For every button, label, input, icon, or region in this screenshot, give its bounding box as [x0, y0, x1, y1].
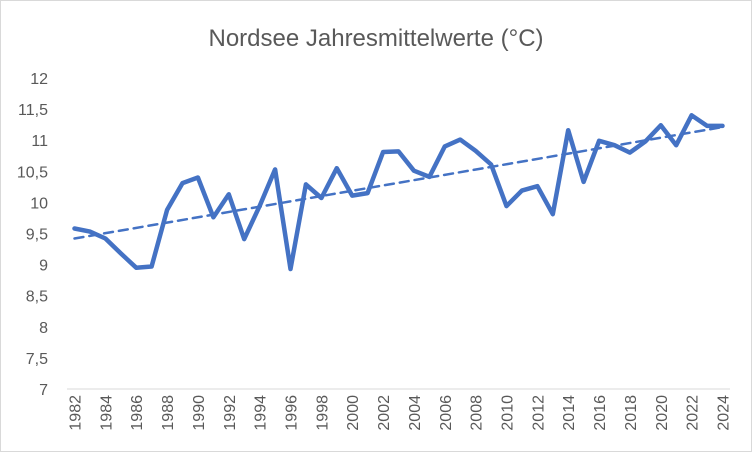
x-tick-label: 1986 — [129, 395, 146, 431]
x-tick-label: 1996 — [284, 395, 301, 431]
y-tick-label: 8,5 — [26, 289, 48, 306]
x-tick-label: 2022 — [685, 395, 702, 431]
y-tick-label: 10,5 — [17, 164, 48, 181]
y-tick-label: 12 — [30, 71, 48, 88]
series-group — [72, 113, 725, 272]
y-tick-label: 8 — [39, 320, 48, 337]
x-tick-label: 2024 — [716, 395, 733, 431]
x-tick-label: 2018 — [623, 395, 640, 431]
x-tick-label: 1982 — [68, 395, 85, 431]
y-tick-label: 10 — [30, 195, 48, 212]
x-tick-label: 2020 — [654, 395, 671, 431]
series-line — [72, 113, 725, 272]
x-tick-label: 2002 — [376, 395, 393, 431]
y-axis-ticks: 7 7,5 8 8,5 9 9,5 10 10,5 11 11,5 12 — [17, 71, 48, 399]
y-tick-label: 9 — [39, 258, 48, 275]
x-tick-label: 1990 — [191, 395, 208, 431]
x-tick-label: 2006 — [438, 395, 455, 431]
y-tick-label: 7,5 — [26, 351, 48, 368]
x-tick-label: 1992 — [222, 395, 239, 431]
y-tick-label: 11 — [31, 133, 48, 150]
y-tick-label: 7 — [39, 382, 48, 399]
chart-title: Nordsee Jahresmittelwerte (°C) — [208, 25, 543, 52]
x-tick-label: 2000 — [345, 395, 362, 431]
x-tick-label: 1984 — [98, 395, 115, 431]
y-tick-label: 11,5 — [18, 102, 48, 119]
x-tick-label: 1998 — [314, 395, 331, 431]
x-axis-ticks: 1982 1984 1986 1988 1990 1992 1994 1996 1998 2000… — [68, 395, 733, 431]
x-tick-label: 1988 — [160, 395, 177, 431]
x-tick-label: 2014 — [561, 395, 578, 431]
x-tick-label: 2016 — [592, 395, 609, 431]
x-tick-label: 2012 — [530, 395, 547, 431]
y-tick-label: 9,5 — [26, 227, 48, 244]
x-tick-label: 2004 — [407, 395, 424, 431]
x-tick-label: 2008 — [469, 395, 486, 431]
trend-line — [73, 125, 724, 240]
x-tick-label: 2010 — [500, 395, 517, 431]
x-tick-label: 1994 — [253, 395, 270, 431]
